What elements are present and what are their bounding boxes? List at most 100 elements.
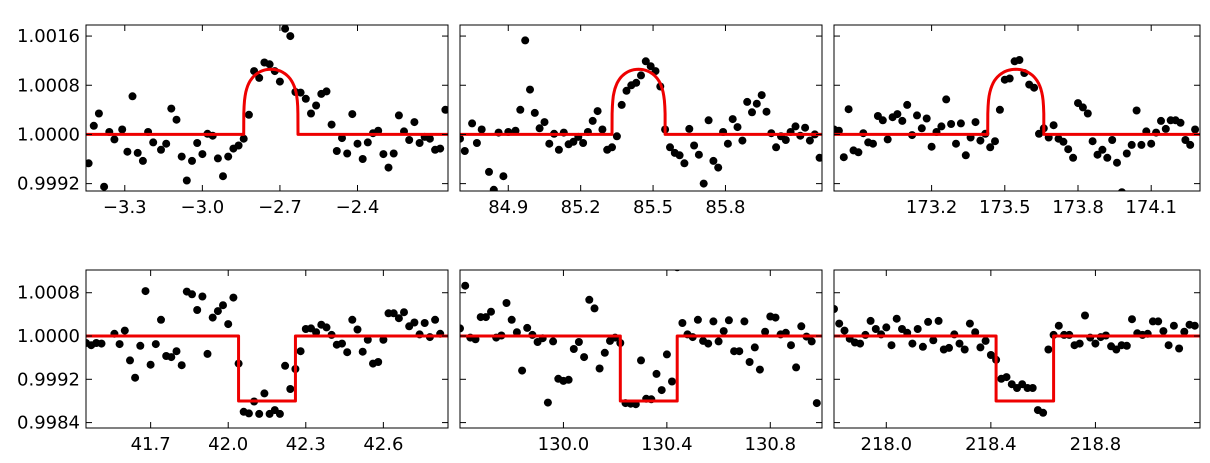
plot-frame <box>833 24 1201 192</box>
data-point <box>961 151 970 160</box>
data-point <box>265 60 274 69</box>
data-point <box>757 91 766 100</box>
data-point <box>301 94 310 103</box>
data-point <box>815 153 822 162</box>
panel-5: 130.0 130.4 130.8 <box>459 269 823 455</box>
x-tick-label: 85.8 <box>705 197 745 218</box>
data-point <box>460 134 464 143</box>
data-point <box>569 137 578 146</box>
y-tick-label: 1.0008 <box>17 75 80 96</box>
data-point <box>322 87 331 96</box>
data-point <box>97 339 106 348</box>
data-point <box>812 399 821 408</box>
data-point <box>203 349 212 358</box>
data-point <box>955 339 964 348</box>
data-point <box>952 139 960 148</box>
data-point <box>410 318 419 327</box>
x-tick-label: 173.5 <box>979 197 1031 218</box>
data-point <box>172 347 181 356</box>
data-point <box>680 159 689 168</box>
data-point <box>286 32 295 41</box>
data-point <box>198 292 207 301</box>
data-point <box>834 305 838 313</box>
data-point <box>856 339 865 348</box>
data-point <box>807 337 816 346</box>
data-point <box>133 148 142 157</box>
data-point <box>709 317 718 326</box>
model-curve <box>86 334 448 403</box>
data-point <box>213 154 222 163</box>
x-tick-label: −3.3 <box>103 197 147 218</box>
data-point <box>255 73 264 82</box>
data-point <box>389 309 398 318</box>
data-point <box>622 86 631 95</box>
data-point <box>750 343 759 352</box>
data-point <box>844 105 853 114</box>
data-point <box>286 385 295 393</box>
data-point <box>745 358 754 366</box>
data-point <box>934 316 943 325</box>
x-tick-label: 42.6 <box>363 434 403 455</box>
y-tick-label: 0.9992 <box>17 174 80 195</box>
x-tick-label: 173.8 <box>1052 197 1104 218</box>
data-point <box>460 147 469 155</box>
data-point <box>1127 140 1136 149</box>
data-point <box>668 377 676 386</box>
model-curve <box>86 67 448 136</box>
data-point <box>103 255 111 263</box>
data-point <box>487 307 495 316</box>
data-point <box>1180 327 1189 336</box>
data-point <box>1005 74 1014 83</box>
data-point <box>871 325 880 333</box>
data-point <box>481 313 490 322</box>
data-point <box>177 361 186 370</box>
data-point <box>545 139 554 148</box>
data-point <box>976 343 985 352</box>
data-point <box>136 341 145 350</box>
data-point <box>549 337 558 346</box>
data-point <box>1154 317 1163 326</box>
data-point <box>1064 145 1073 154</box>
data-point <box>172 115 181 124</box>
data-point <box>1176 118 1185 127</box>
data-point <box>138 156 147 165</box>
data-point <box>327 120 336 129</box>
data-point <box>244 409 253 418</box>
data-point <box>652 369 661 378</box>
data-point <box>518 366 527 375</box>
data-point <box>893 110 902 119</box>
data-point <box>151 340 160 349</box>
data-point <box>866 316 875 325</box>
data-point <box>1164 341 1173 350</box>
data-point <box>188 290 196 299</box>
data-point <box>224 320 233 329</box>
data-point <box>1191 125 1200 134</box>
data-point <box>585 295 594 304</box>
data-point <box>724 316 733 325</box>
data-point <box>666 143 674 152</box>
panel-6: 218.0 218.4 218.8 <box>833 269 1201 455</box>
x-tick-label: 174.1 <box>1125 197 1177 218</box>
data-point <box>699 179 708 188</box>
data-point <box>1028 384 1037 392</box>
data-point <box>637 356 645 365</box>
data-point <box>1059 137 1068 146</box>
data-point <box>971 118 980 127</box>
plot-frame <box>85 269 449 429</box>
x-tick-label: 218.4 <box>965 434 1017 455</box>
data-point <box>502 299 511 307</box>
data-point <box>1083 109 1092 118</box>
data-point <box>755 365 764 374</box>
data-point <box>296 347 305 356</box>
x-tick-label: 130.8 <box>745 434 797 455</box>
data-point <box>608 143 616 152</box>
data-point <box>927 142 936 151</box>
data-point <box>723 139 732 148</box>
data-point <box>1088 137 1097 146</box>
model-curve <box>460 334 822 403</box>
data-points <box>834 56 1200 191</box>
data-point <box>255 409 264 418</box>
x-tick-label: 130.4 <box>641 434 693 455</box>
data-point <box>694 150 703 159</box>
data-point <box>461 281 470 290</box>
